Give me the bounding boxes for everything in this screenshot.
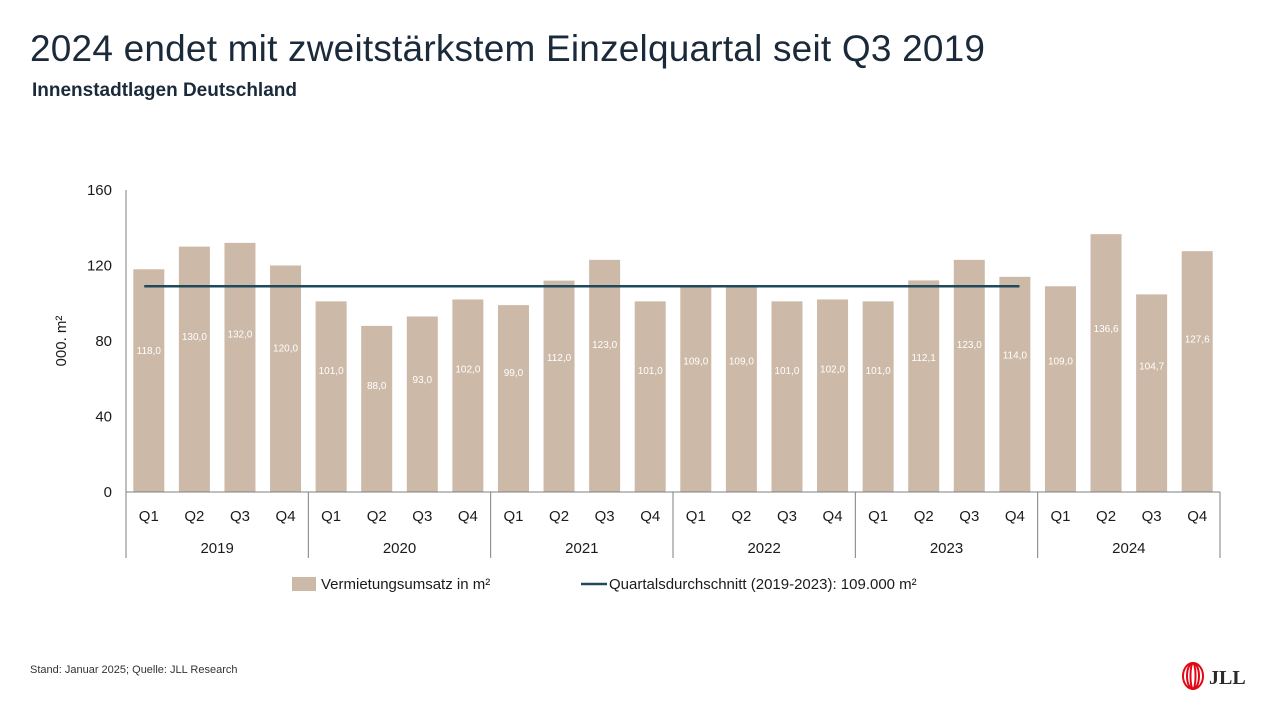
year-label: 2022 — [747, 540, 780, 557]
x-tick-label: Q4 — [640, 508, 660, 525]
legend-line-label: Quartalsdurchschnitt (2019-2023): 109.00… — [609, 576, 917, 593]
bar-value-label: 112,0 — [547, 353, 572, 364]
x-tick-label: Q1 — [139, 508, 159, 525]
year-label: 2020 — [383, 540, 416, 557]
year-label: 2019 — [200, 540, 233, 557]
x-tick-label: Q1 — [503, 508, 523, 525]
x-tick-label: Q3 — [412, 508, 432, 525]
x-tick-label: Q3 — [959, 508, 979, 525]
legend-bar-label: Vermietungsumsatz in m² — [321, 576, 490, 593]
x-tick-label: Q3 — [777, 508, 797, 525]
bar — [1044, 286, 1076, 492]
x-tick-label: Q2 — [731, 508, 751, 525]
bar — [452, 299, 484, 492]
bar — [270, 265, 302, 492]
bar — [315, 301, 347, 492]
bar — [999, 276, 1031, 492]
y-tick-label: 120 — [87, 258, 112, 275]
bar — [1090, 234, 1122, 493]
bar — [634, 301, 666, 492]
bar-value-label: 109,0 — [683, 356, 708, 367]
bar — [953, 259, 985, 492]
page-title: 2024 endet mit zweitstärkstem Einzelquar… — [30, 28, 986, 69]
y-tick-label: 160 — [87, 182, 112, 199]
x-tick-label: Q3 — [1142, 508, 1162, 525]
bar-value-label: 130,0 — [182, 332, 207, 343]
bar — [224, 242, 256, 492]
legend-bar-swatch — [292, 577, 316, 591]
x-tick-label: Q1 — [686, 508, 706, 525]
bar — [497, 305, 529, 492]
year-label: 2024 — [1112, 540, 1145, 557]
bar — [361, 325, 393, 492]
x-tick-label: Q4 — [1005, 508, 1025, 525]
bar-value-label: 101,0 — [866, 366, 891, 377]
x-tick-label: Q2 — [184, 508, 204, 525]
logo-text: JLL — [1209, 667, 1246, 689]
bar — [589, 259, 621, 492]
x-tick-label: Q2 — [1096, 508, 1116, 525]
year-label: 2021 — [565, 540, 598, 557]
bar — [1136, 294, 1168, 492]
x-tick-label: Q1 — [321, 508, 341, 525]
x-tick-label: Q2 — [914, 508, 934, 525]
bar-value-label: 109,0 — [729, 356, 754, 367]
page-subtitle: Innenstadtlagen Deutschland — [32, 80, 297, 101]
year-label: 2023 — [930, 540, 963, 557]
bar — [680, 286, 712, 492]
bar-value-label: 109,0 — [1048, 356, 1073, 367]
bar-value-label: 102,0 — [455, 365, 480, 376]
bar-value-label: 104,7 — [1139, 361, 1164, 372]
x-tick-label: Q3 — [595, 508, 615, 525]
bar-value-label: 102,0 — [820, 365, 845, 376]
x-tick-label: Q4 — [823, 508, 843, 525]
x-tick-label: Q1 — [868, 508, 888, 525]
bar — [817, 299, 849, 492]
bar-value-label: 118,0 — [137, 346, 162, 357]
bar-value-label: 99,0 — [504, 368, 524, 379]
bar-value-label: 123,0 — [957, 340, 982, 351]
bar-value-label: 101,0 — [774, 366, 799, 377]
bar-value-label: 123,0 — [592, 340, 617, 351]
bar-value-label: 132,0 — [227, 330, 252, 341]
bar-value-label: 101,0 — [638, 366, 663, 377]
bar-value-label: 127,6 — [1185, 335, 1210, 346]
bar — [133, 269, 165, 492]
jll-logo-icon: JLL — [1182, 662, 1246, 690]
bar-value-label: 120,0 — [273, 344, 298, 355]
bar — [1181, 251, 1213, 492]
source-note: Stand: Januar 2025; Quelle: JLL Research — [30, 664, 238, 676]
x-tick-label: Q4 — [1187, 508, 1207, 525]
bar-value-label: 101,0 — [319, 366, 344, 377]
x-tick-label: Q2 — [367, 508, 387, 525]
bar — [908, 280, 940, 492]
bar-value-label: 136,6 — [1094, 324, 1119, 335]
bar-value-label: 112,1 — [912, 353, 937, 364]
bar-value-label: 93,0 — [413, 375, 433, 386]
bar-value-label: 88,0 — [367, 381, 387, 392]
y-tick-label: 40 — [95, 409, 112, 426]
bar — [862, 301, 894, 492]
x-tick-label: Q4 — [276, 508, 296, 525]
bar — [406, 316, 438, 492]
y-axis-title: 000. m² — [53, 316, 70, 367]
y-tick-label: 0 — [104, 484, 112, 501]
x-tick-label: Q4 — [458, 508, 478, 525]
bar-chart: 0 40 80 120 160 000. m² 118,0 130,0 132,0 120,0 10… — [53, 182, 1221, 593]
bar — [178, 246, 210, 492]
bar — [725, 286, 757, 492]
x-tick-label: Q3 — [230, 508, 250, 525]
bar — [543, 280, 575, 492]
jll-logo: JLL — [1182, 659, 1252, 695]
bar — [771, 301, 803, 492]
x-tick-label: Q2 — [549, 508, 569, 525]
x-tick-label: Q1 — [1050, 508, 1070, 525]
y-tick-label: 80 — [95, 333, 112, 350]
bar-value-label: 114,0 — [1003, 351, 1028, 362]
